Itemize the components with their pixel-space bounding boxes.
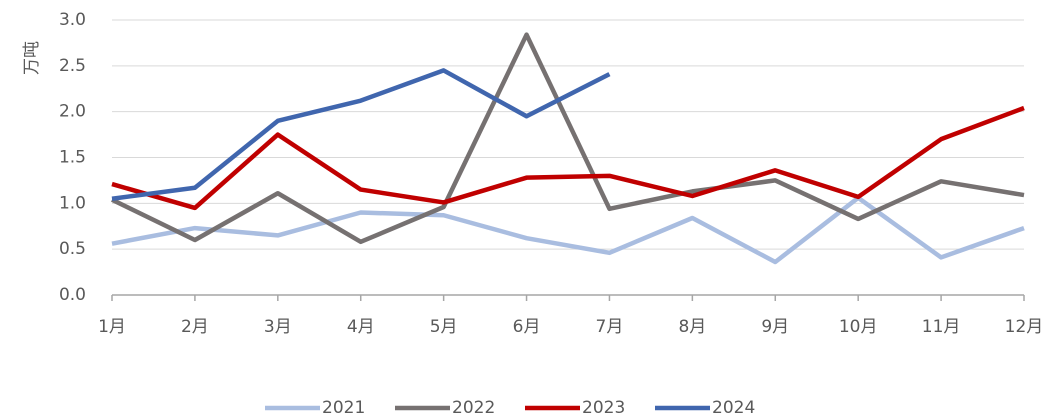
x-tick-label: 5月 [430, 317, 458, 337]
y-tick-label: 0.0 [59, 285, 86, 305]
x-tick-label: 12月 [1005, 317, 1044, 337]
x-tick-label: 10月 [839, 317, 878, 337]
series-line [111, 32, 1025, 245]
series-line [111, 105, 1025, 211]
x-tick-label: 2月 [181, 317, 209, 337]
y-tick-label: 1.5 [59, 148, 86, 168]
legend-label: 2021 [322, 398, 365, 418]
y-axis-label: 万吨 [22, 41, 42, 75]
series-line [111, 195, 1025, 265]
x-tick-label: 9月 [761, 317, 789, 337]
legend-label: 2023 [582, 398, 625, 418]
legend-label: 2024 [712, 398, 755, 418]
y-tick-label: 1.0 [59, 193, 86, 213]
y-tick-label: 3.0 [59, 10, 86, 30]
series-line [111, 68, 611, 201]
x-tick-label: 8月 [678, 317, 706, 337]
x-tick-label: 11月 [922, 317, 961, 337]
y-tick-label: 2.0 [59, 102, 86, 122]
x-tick-label: 7月 [596, 317, 624, 337]
y-tick-label: 0.5 [59, 239, 86, 259]
x-tick-label: 4月 [347, 317, 375, 337]
x-tick-label: 1月 [98, 317, 126, 337]
x-tick-label: 6月 [513, 317, 541, 337]
y-tick-label: 2.5 [59, 56, 86, 76]
x-tick-label: 3月 [264, 317, 292, 337]
legend-label: 2022 [452, 398, 495, 418]
